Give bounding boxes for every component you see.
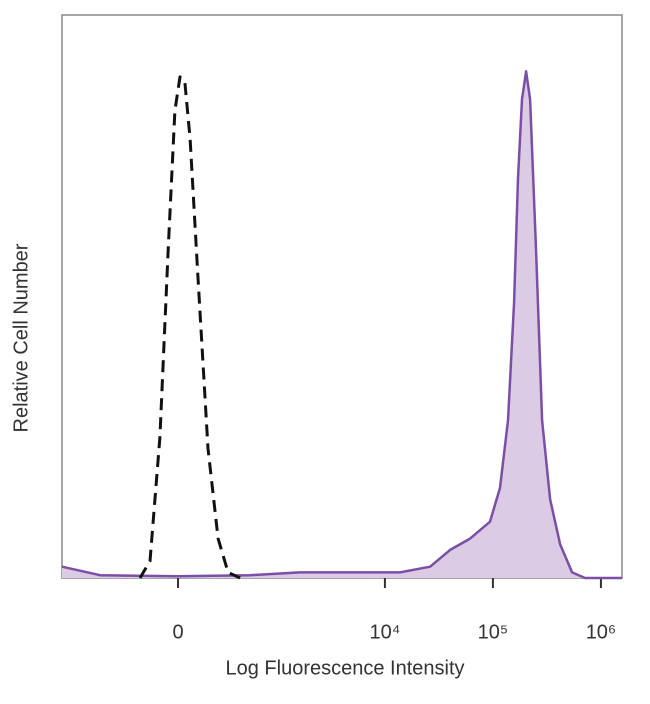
stained-histogram bbox=[61, 70, 622, 580]
x-tick-label: 10⁶ bbox=[586, 621, 616, 643]
x-tick-label: 10⁴ bbox=[369, 621, 400, 643]
x-tick-label: 10⁵ bbox=[478, 621, 509, 643]
y-axis-label: Relative Cell Number bbox=[10, 243, 32, 432]
control-histogram bbox=[138, 75, 241, 580]
x-axis-label: Log Fluorescence Intensity bbox=[225, 657, 464, 679]
x-tick-label: 0 bbox=[172, 621, 183, 643]
